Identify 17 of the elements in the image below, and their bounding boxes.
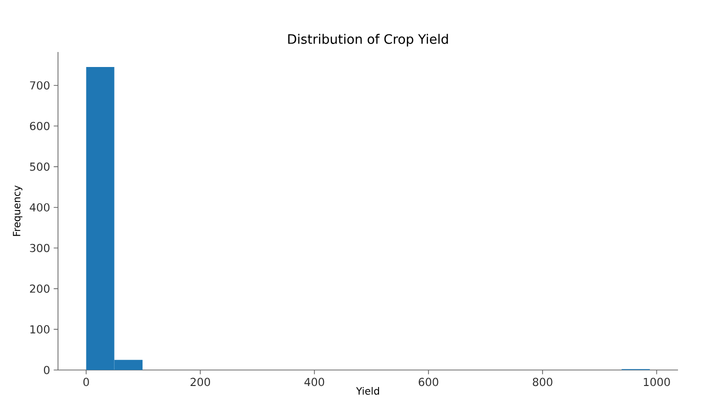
y-axis-title: Frequency — [12, 185, 22, 236]
x-tick-label: 400 — [304, 378, 324, 386]
y-tick-label: 400 — [30, 203, 50, 212]
x-tick-label: 1000 — [644, 378, 670, 386]
x-axis-title: Yield — [356, 386, 380, 395]
x-tick-label: 600 — [418, 378, 438, 386]
x-tick-label: 200 — [190, 378, 210, 386]
y-tick-label: 600 — [30, 122, 50, 130]
y-tick-label: 0 — [44, 366, 50, 374]
chart-title: Distribution of Crop Yield — [288, 34, 448, 46]
y-tick-label: 100 — [30, 325, 50, 334]
y-tick-label: 300 — [30, 244, 50, 252]
x-tick-label: 0 — [83, 378, 89, 386]
y-tick-label: 200 — [30, 284, 50, 293]
x-tick-label: 800 — [532, 378, 552, 386]
y-tick-label: 500 — [30, 162, 50, 171]
y-tick-label: 700 — [30, 81, 50, 90]
